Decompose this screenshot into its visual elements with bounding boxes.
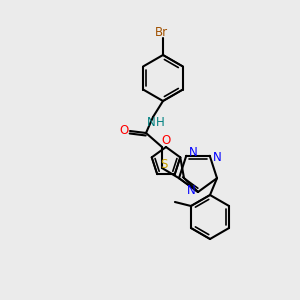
Text: N: N	[189, 146, 198, 159]
Text: O: O	[119, 124, 129, 136]
Text: N: N	[187, 184, 195, 196]
Text: O: O	[161, 134, 171, 148]
Text: N: N	[212, 151, 221, 164]
Text: Br: Br	[154, 26, 168, 38]
Text: N: N	[147, 116, 155, 128]
Text: S: S	[160, 158, 168, 172]
Text: H: H	[156, 116, 164, 128]
